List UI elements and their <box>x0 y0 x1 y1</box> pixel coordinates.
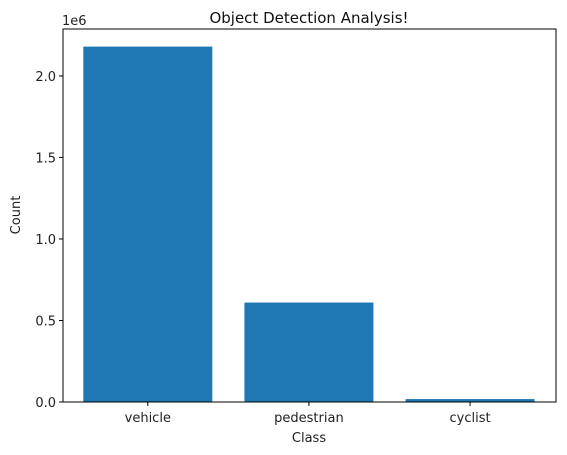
bar-vehicle <box>83 46 213 403</box>
x-tick-label-cyclist: cyclist <box>450 411 491 426</box>
y-tick-label-1: 0.5 <box>35 314 56 329</box>
y-tick-label-0: 0.0 <box>35 396 56 411</box>
bar-pedestrian <box>244 302 374 402</box>
x-tick-label-vehicle: vehicle <box>125 411 171 426</box>
plot-frame <box>62 28 557 403</box>
chart-title: Object Detection Analysis! <box>209 9 408 27</box>
x-tick-label-pedestrian: pedestrian <box>274 411 344 426</box>
plot-area: vehicle pedestrian cyclist 0.0 0.5 1.0 1.5 2.0 <box>35 46 535 426</box>
y-tick-label-3: 1.5 <box>35 151 56 166</box>
y-tick-label-2: 1.0 <box>35 233 56 248</box>
y-tick-label-4: 2.0 <box>35 70 56 85</box>
y-axis-label: Count <box>9 196 24 235</box>
bar-cyclist <box>405 399 535 402</box>
y-axis-offset-label: 1e6 <box>62 14 87 29</box>
x-axis-label: Class <box>292 431 326 446</box>
